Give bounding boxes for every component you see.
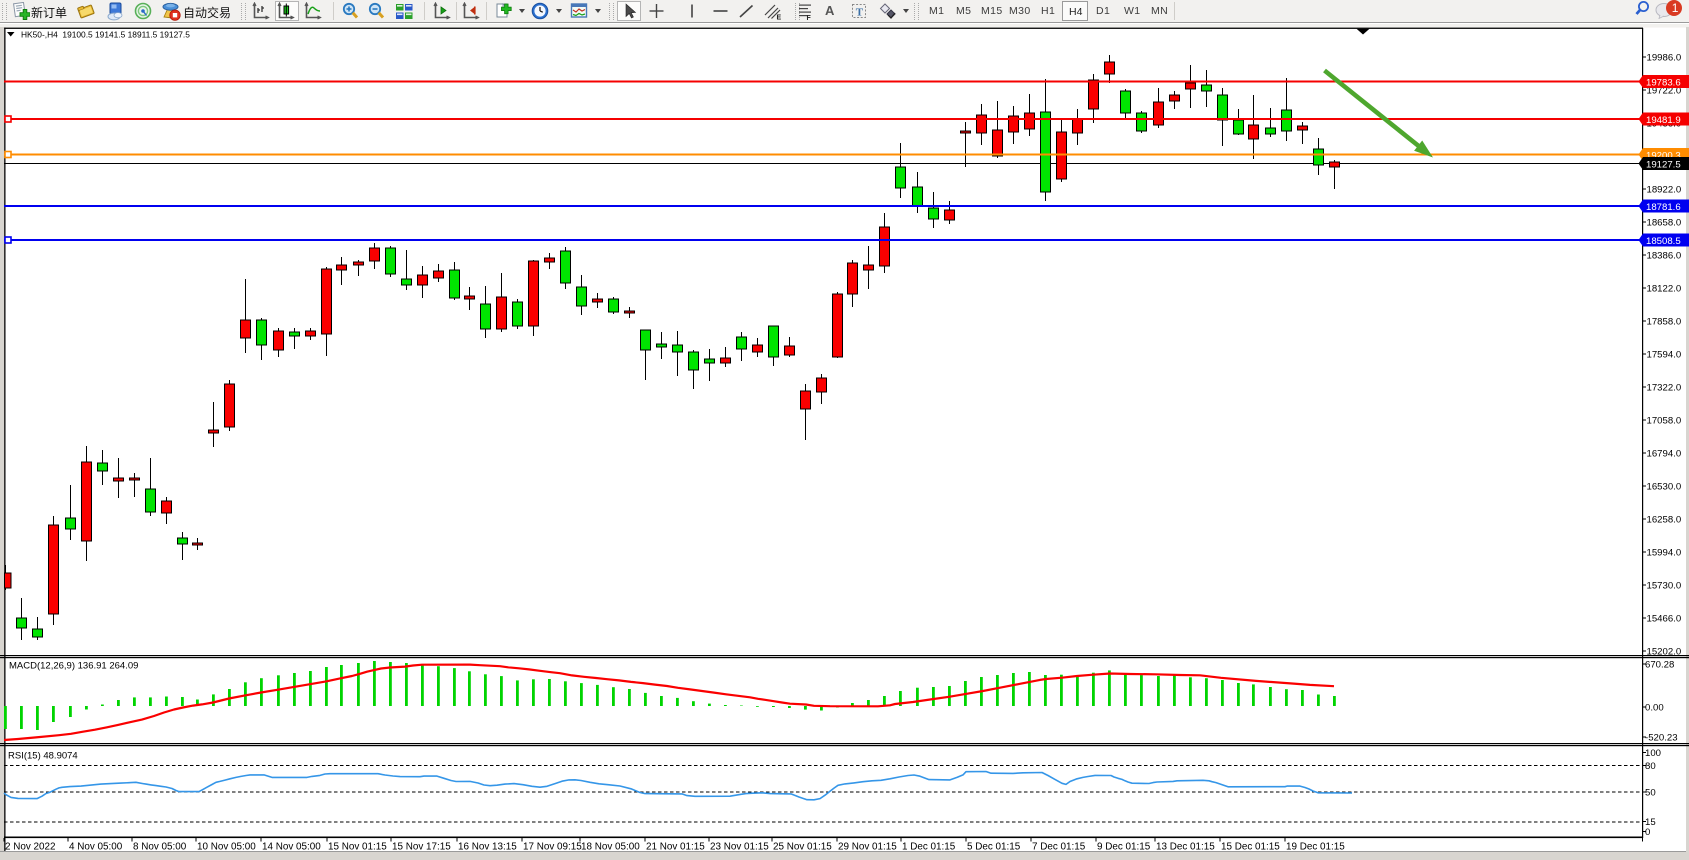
svg-text:16 Nov 13:15: 16 Nov 13:15 <box>458 841 517 852</box>
svg-text:17858.0: 17858.0 <box>1647 316 1682 327</box>
svg-text:1: 1 <box>1672 1 1679 15</box>
svg-text:19200.3: 19200.3 <box>1646 150 1681 161</box>
svg-text:15 Nov 17:15: 15 Nov 17:15 <box>392 841 451 852</box>
svg-text:1 Dec 01:15: 1 Dec 01:15 <box>902 841 956 852</box>
svg-text:25 Nov 01:15: 25 Nov 01:15 <box>773 841 832 852</box>
svg-text:18922.0: 18922.0 <box>1647 184 1682 195</box>
svg-text:-520.23: -520.23 <box>1645 732 1678 743</box>
svg-text:18781.6: 18781.6 <box>1646 202 1681 213</box>
svg-text:23 Nov 01:15: 23 Nov 01:15 <box>710 841 769 852</box>
svg-text:19 Dec 01:15: 19 Dec 01:15 <box>1286 841 1345 852</box>
svg-text:29 Nov 01:15: 29 Nov 01:15 <box>838 841 897 852</box>
svg-text:19722.0: 19722.0 <box>1647 85 1682 96</box>
svg-text:18658.0: 18658.0 <box>1647 217 1682 228</box>
svg-text:19986.0: 19986.0 <box>1647 52 1682 63</box>
svg-text:17594.0: 17594.0 <box>1647 349 1682 360</box>
svg-text:16258.0: 16258.0 <box>1647 514 1682 525</box>
svg-text:15: 15 <box>1645 817 1656 828</box>
svg-text:MACD(12,26,9) 136.91 264.09: MACD(12,26,9) 136.91 264.09 <box>9 661 138 672</box>
svg-text:18508.5: 18508.5 <box>1646 236 1681 247</box>
svg-text:17 Nov 09:15: 17 Nov 09:15 <box>523 841 582 852</box>
svg-text:19783.6: 19783.6 <box>1646 77 1681 88</box>
svg-text:4 Nov 05:00: 4 Nov 05:00 <box>69 841 123 852</box>
svg-text:17322.0: 17322.0 <box>1647 382 1682 393</box>
svg-text:18386.0: 18386.0 <box>1647 250 1682 261</box>
svg-text:19481.9: 19481.9 <box>1646 115 1681 126</box>
svg-text:8 Nov 05:00: 8 Nov 05:00 <box>133 841 187 852</box>
svg-text:13 Dec 01:15: 13 Dec 01:15 <box>1156 841 1215 852</box>
svg-text:7 Dec 01:15: 7 Dec 01:15 <box>1032 841 1086 852</box>
svg-text:5 Dec 01:15: 5 Dec 01:15 <box>967 841 1021 852</box>
svg-text:E: E <box>777 15 782 22</box>
svg-text:17058.0: 17058.0 <box>1647 415 1682 426</box>
svg-text:14 Nov 05:00: 14 Nov 05:00 <box>262 841 321 852</box>
svg-text:21 Nov 01:15: 21 Nov 01:15 <box>646 841 705 852</box>
svg-text:10 Nov 05:00: 10 Nov 05:00 <box>197 841 256 852</box>
svg-text:F: F <box>807 15 812 21</box>
svg-text:9 Dec 01:15: 9 Dec 01:15 <box>1097 841 1151 852</box>
svg-text:15 Dec 01:15: 15 Dec 01:15 <box>1221 841 1280 852</box>
svg-text:16794.0: 16794.0 <box>1647 448 1682 459</box>
svg-text:15202.0: 15202.0 <box>1647 646 1682 657</box>
svg-text:16530.0: 16530.0 <box>1647 481 1682 492</box>
svg-text:2 Nov 2022: 2 Nov 2022 <box>5 841 56 852</box>
svg-text:RSI(15) 48.9074: RSI(15) 48.9074 <box>8 751 78 762</box>
svg-text:0: 0 <box>1645 827 1650 838</box>
svg-text:15730.0: 15730.0 <box>1647 580 1682 591</box>
svg-text:HK50-,H4 19100.5 19141.5 1891: HK50-,H4 19100.5 19141.5 18911.5 19127.5 <box>21 30 190 40</box>
svg-text:19127.5: 19127.5 <box>1646 159 1681 170</box>
svg-text:50: 50 <box>1645 787 1656 798</box>
svg-text:100: 100 <box>1645 748 1661 759</box>
svg-text:T: T <box>856 7 864 19</box>
svg-text:15994.0: 15994.0 <box>1647 547 1682 558</box>
svg-text:80: 80 <box>1645 761 1656 772</box>
svg-text:15466.0: 15466.0 <box>1647 613 1682 624</box>
svg-text:18 Nov 05:00: 18 Nov 05:00 <box>581 841 640 852</box>
svg-text:0.00: 0.00 <box>1645 702 1664 713</box>
svg-text:670.28: 670.28 <box>1645 659 1674 670</box>
svg-text:18122.0: 18122.0 <box>1647 283 1682 294</box>
svg-text:15 Nov 01:15: 15 Nov 01:15 <box>328 841 387 852</box>
